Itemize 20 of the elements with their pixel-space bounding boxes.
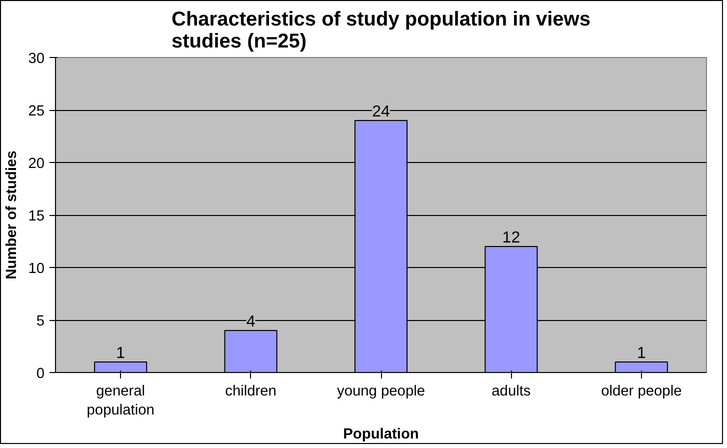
y-axis-title: Number of studies [4, 150, 20, 280]
data-label: 12 [502, 230, 520, 246]
x-axis-title: Population [343, 426, 419, 443]
data-label: 1 [636, 345, 646, 362]
x-tick-label: older people [601, 384, 682, 400]
y-tick-label: 15 [28, 208, 45, 224]
x-tick-label: adults [492, 384, 531, 400]
x-tick-label: children [225, 384, 276, 400]
chart-title: Characteristics of study population in views studies (n=25) [172, 8, 590, 52]
y-tick-label: 0 [36, 366, 45, 382]
x-tick-label: general population [86, 384, 154, 419]
data-label: 4 [246, 314, 256, 330]
y-tick-label: 20 [28, 156, 45, 172]
y-tick-label: 5 [36, 314, 45, 330]
y-tick-label: 25 [28, 104, 45, 120]
data-label: 24 [372, 104, 390, 120]
x-tick-label: young people [336, 384, 426, 400]
y-tick-label: 30 [28, 51, 45, 67]
data-label: 1 [116, 345, 126, 362]
y-tick-label: 10 [28, 261, 45, 277]
